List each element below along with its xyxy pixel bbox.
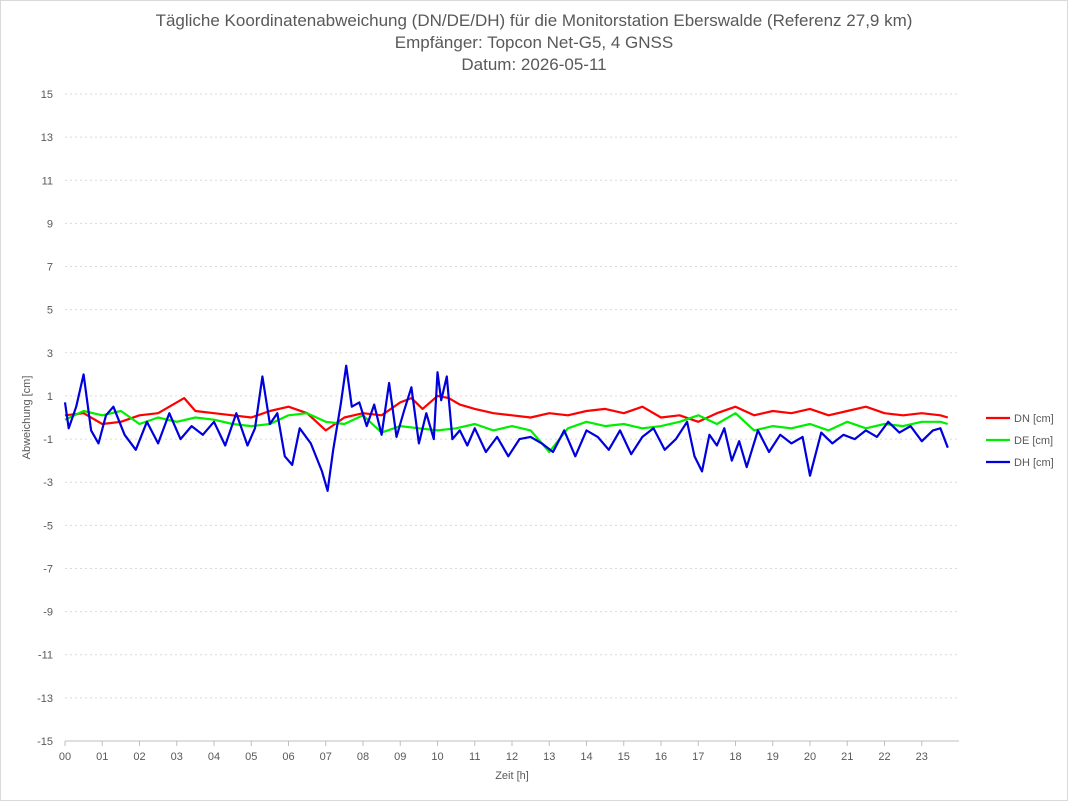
chart-subtitle: Empfänger: Topcon Net-G5, 4 GNSS — [394, 33, 674, 52]
x-tick-label: 06 — [282, 751, 294, 763]
x-tick-label: 21 — [841, 751, 853, 763]
x-tick-label: 19 — [767, 751, 779, 763]
chart-date: Datum: 2026-05-11 — [461, 55, 607, 74]
y-tick-label: 15 — [41, 89, 53, 101]
x-tick-label: 10 — [431, 751, 443, 763]
x-tick-label: 03 — [171, 751, 183, 763]
x-tick-label: 11 — [469, 751, 480, 763]
x-tick-label: 07 — [320, 751, 332, 763]
x-tick-label: 12 — [506, 751, 518, 763]
x-tick-label: 18 — [729, 751, 741, 763]
y-tick-label: 5 — [47, 305, 53, 317]
y-tick-label: -5 — [43, 520, 53, 532]
x-tick-label: 20 — [804, 751, 816, 763]
x-tick-label: 15 — [618, 751, 630, 763]
series-line — [64, 394, 949, 432]
y-tick-label: 1 — [47, 391, 53, 403]
x-tick-label: 16 — [655, 751, 667, 763]
y-tick-label: 11 — [42, 175, 53, 187]
series-line — [64, 409, 949, 454]
x-tick-label: 22 — [878, 751, 890, 763]
legend: DN [cm] DE [cm] DH [cm] — [986, 413, 1054, 469]
gridlines — [65, 93, 959, 742]
x-tick-label: 09 — [394, 751, 406, 763]
x-tick-label: 14 — [580, 751, 592, 763]
x-tick-label: 23 — [916, 751, 928, 763]
x-tick-label: 02 — [133, 751, 145, 763]
y-tick-label: -1 — [43, 434, 53, 446]
x-tick-label: 04 — [208, 751, 220, 763]
x-tick-label: 13 — [543, 751, 555, 763]
legend-label: DE [cm] — [1014, 435, 1053, 447]
x-axis-label: Zeit [h] — [495, 770, 529, 782]
y-axis-label: Abweichung [cm] — [21, 376, 33, 460]
y-tick-label: -7 — [43, 563, 53, 575]
series-lines — [63, 364, 949, 492]
legend-label: DH [cm] — [1014, 457, 1054, 469]
x-tick-label: 08 — [357, 751, 369, 763]
x-tick-label: 05 — [245, 751, 257, 763]
x-axis-ticks: 00 01 02 03 04 05 06 07 08 09 10 11 12 13 14 15 16 17 18 19… — [59, 740, 959, 763]
x-tick-label: 17 — [692, 751, 704, 763]
y-axis-ticks: 15 13 11 9 7 5 3 1 -1 -3 -5 -7 -9 -11 -13 -15 — [37, 89, 53, 748]
y-tick-label: -3 — [43, 477, 53, 489]
series-line — [63, 364, 949, 492]
chart-title-block: Tägliche Koordinatenabweichung (DN/DE/DH… — [0, 10, 1068, 76]
x-tick-label: 00 — [59, 751, 71, 763]
chart-title: Tägliche Koordinatenabweichung (DN/DE/DH… — [155, 11, 913, 30]
y-tick-label: 3 — [47, 348, 53, 360]
y-tick-label: -11 — [38, 650, 53, 662]
y-tick-label: -15 — [37, 736, 53, 748]
y-tick-label: -9 — [43, 607, 53, 619]
y-tick-label: 9 — [47, 218, 53, 230]
y-tick-label: -13 — [37, 693, 53, 705]
x-tick-label: 01 — [96, 751, 108, 763]
legend-label: DN [cm] — [1014, 413, 1054, 425]
y-tick-label: 13 — [41, 132, 53, 144]
y-tick-label: 7 — [47, 262, 53, 274]
